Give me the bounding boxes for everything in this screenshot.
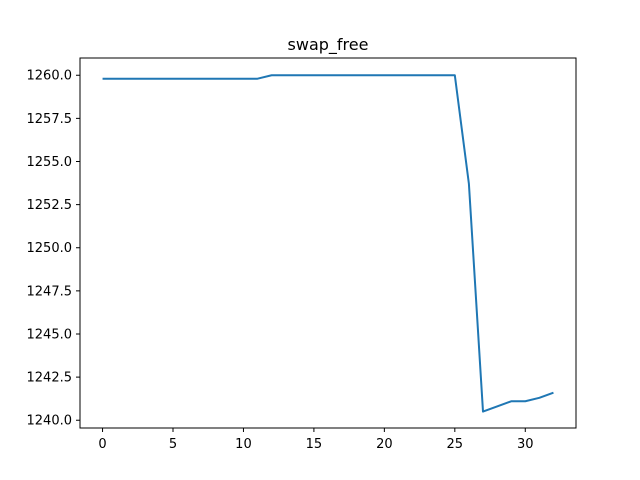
y-tick-label: 1247.5 xyxy=(27,284,73,299)
plot-area-frame xyxy=(79,57,577,429)
x-axis: 0 5 10 15 20 25 30 xyxy=(98,428,534,452)
y-axis: 1240.0 1242.5 1245.0 1247.5 1250.0 1252.5 1255… xyxy=(27,69,80,429)
y-tick-label: 1255.0 xyxy=(27,155,73,170)
y-tick-label: 1240.0 xyxy=(27,414,73,429)
x-tick-label: 15 xyxy=(306,437,323,452)
y-tick-label: 1242.5 xyxy=(27,371,73,386)
x-tick-label: 5 xyxy=(169,437,177,452)
y-tick-label: 1250.0 xyxy=(27,241,73,256)
x-tick-label: 30 xyxy=(517,437,534,452)
x-tick-label: 10 xyxy=(235,437,252,452)
series-line xyxy=(102,74,554,413)
y-tick-label: 1252.5 xyxy=(27,198,73,213)
y-tick-label: 1245.0 xyxy=(27,327,73,342)
y-tick-label: 1257.5 xyxy=(27,112,73,127)
x-tick-label: 0 xyxy=(98,437,106,452)
series-layer xyxy=(102,74,554,413)
y-tick-label: 1260.0 xyxy=(27,69,73,84)
chart-title: swap_free xyxy=(288,35,369,55)
x-tick-label: 25 xyxy=(447,437,464,452)
x-tick-label: 20 xyxy=(376,437,393,452)
